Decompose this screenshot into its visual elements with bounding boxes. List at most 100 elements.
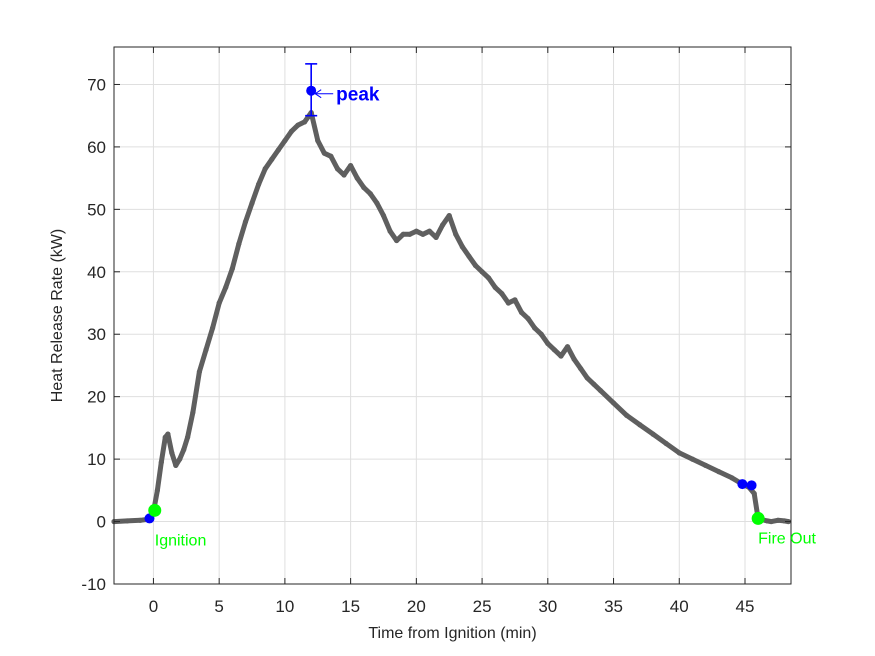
hrr-data-point	[407, 231, 413, 237]
hrr-data-point	[597, 387, 603, 394]
hrr-data-point	[173, 462, 179, 468]
hrr-data-point	[775, 517, 781, 523]
hrr-data-point	[262, 166, 268, 172]
hrr-data-point	[154, 487, 160, 493]
hrr-data-point	[532, 325, 538, 331]
y-tick-label: 10	[87, 450, 106, 469]
hrr-data-point	[124, 518, 130, 524]
hrr-data-point	[545, 340, 551, 347]
hrr-data-point	[321, 150, 327, 156]
hrr-data-point	[729, 475, 735, 481]
hrr-data-point	[275, 147, 281, 153]
hrr-data-point	[637, 422, 643, 428]
hrr-data-point	[295, 122, 301, 128]
x-tick-label: 5	[214, 597, 223, 616]
hrr-data-point	[203, 347, 209, 353]
hrr-data-point	[354, 175, 360, 181]
hrr-data-point	[538, 331, 544, 337]
hrr-data-point	[367, 191, 373, 197]
hrr-data-point	[413, 228, 419, 234]
hrr-data-point	[348, 163, 354, 169]
peak-arrow-head	[314, 89, 322, 99]
hrr-data-point	[584, 375, 590, 381]
hrr-data-point	[169, 450, 175, 456]
plot-frame	[113, 46, 792, 585]
hrr-data-point	[650, 431, 656, 437]
hrr-data-point	[236, 241, 242, 247]
hrr-data-point	[374, 200, 380, 206]
hrr-data-point	[302, 119, 308, 125]
green-marker	[148, 503, 162, 517]
hrr-data-point	[764, 518, 770, 524]
hrr-data-point	[525, 316, 531, 322]
hrr-data-point	[624, 412, 630, 419]
hrr-data-point	[394, 237, 400, 244]
hrr-data-point	[663, 440, 669, 447]
hrr-data-point	[400, 231, 406, 237]
hrr-data-point	[446, 212, 452, 219]
x-tick-label: 45	[736, 597, 755, 616]
fire-out-annotation: Fire Out	[758, 530, 816, 547]
blue-marker	[306, 85, 317, 96]
y-tick-label: 60	[87, 138, 106, 157]
x-tick-label: 15	[341, 597, 360, 616]
hrr-data-point	[315, 138, 321, 144]
hrr-data-point	[499, 291, 505, 297]
x-axis-label: Time from Ignition (min)	[368, 625, 536, 642]
hrr-data-point	[216, 300, 222, 306]
y-tick-label: 0	[97, 513, 106, 532]
marker-layer	[144, 63, 765, 525]
y-tick-label: 40	[87, 263, 106, 282]
ignition-annotation: Ignition	[155, 532, 207, 549]
blue-marker	[746, 480, 757, 491]
hrr-data-point	[518, 309, 525, 315]
hrr-data-point	[564, 344, 571, 350]
hrr-data-point	[571, 356, 577, 362]
hrr-data-point	[334, 166, 341, 172]
hrr-data-point	[751, 490, 757, 497]
y-axis-label: Heat Release Rate (kW)	[49, 229, 66, 402]
hrr-data-point	[256, 181, 262, 187]
hrr-data-point	[137, 517, 143, 523]
hrr-data-point	[551, 347, 557, 353]
hrr-data-point	[165, 431, 171, 437]
peak-annotation: peak	[336, 85, 380, 106]
hrr-data-point	[440, 222, 446, 228]
hrr-data-point	[512, 297, 518, 303]
ticks: 0 5 10 15 20 25 30 35 40 45 -10 0 10 20 30 40 50 60 70	[81, 47, 791, 616]
hrr-data-point	[479, 269, 485, 275]
hrr-data-point	[361, 184, 367, 191]
y-tick-label: 30	[87, 325, 106, 344]
hrr-data-point	[190, 409, 196, 415]
hrr-data-point	[387, 228, 393, 234]
hrr-data-point	[196, 369, 203, 375]
hrr-data-point	[209, 325, 216, 331]
hrr-data-point	[453, 231, 459, 237]
hrr-data-point	[288, 128, 295, 134]
hrr-data-point	[466, 253, 472, 259]
hrr-data-point	[158, 459, 164, 465]
x-tick-label: 0	[149, 597, 158, 616]
x-tick-label: 35	[604, 597, 623, 616]
hrr-data-point	[181, 447, 187, 453]
x-tick-label: 10	[275, 597, 294, 616]
hrr-data-point	[420, 231, 426, 237]
hrr-data-point	[269, 156, 275, 162]
y-tick-label: -10	[81, 575, 106, 594]
hrr-data-point	[702, 462, 709, 468]
hrr-data-point	[177, 456, 183, 462]
hrr-data-point	[380, 212, 387, 219]
green-marker	[751, 511, 765, 525]
hrr-data-point	[492, 284, 498, 291]
x-tick-label: 40	[670, 597, 689, 616]
hrr-data-point	[689, 456, 696, 462]
hrr-data-point	[505, 300, 511, 306]
hrr-data-point	[426, 228, 433, 234]
x-tick-label: 25	[473, 597, 492, 616]
series-layer	[111, 109, 791, 525]
hrr-data-point	[578, 365, 584, 372]
x-tick-label: 30	[538, 597, 557, 616]
